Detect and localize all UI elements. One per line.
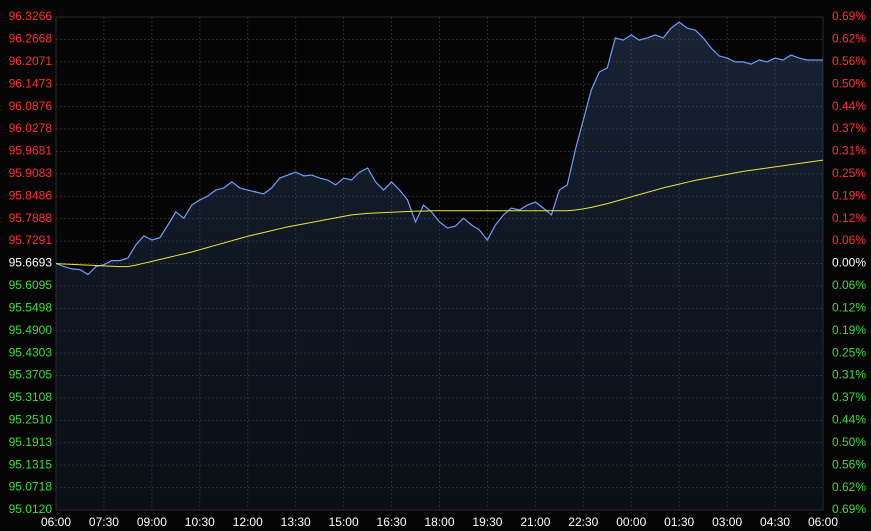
y2-tick-label: 0.25%	[832, 166, 866, 180]
y-tick-label: 96.1473	[9, 76, 53, 90]
y2-tick-label: 0.44%	[832, 413, 866, 427]
y-tick-label: 95.0120	[9, 502, 53, 516]
y-tick-label: 95.1913	[9, 435, 53, 449]
y2-tick-label: 0.69%	[832, 502, 866, 516]
y2-tick-label: 0.19%	[832, 323, 866, 337]
x-tick-label: 09:00	[137, 515, 167, 529]
x-tick-label: 01:30	[664, 515, 694, 529]
y2-tick-label: 0.50%	[832, 435, 866, 449]
price-area	[56, 22, 823, 510]
y-tick-label: 95.1315	[9, 457, 53, 471]
x-tick-label: 06:00	[808, 515, 838, 529]
y-tick-label: 95.4303	[9, 345, 53, 359]
y2-tick-label: 0.37%	[832, 390, 866, 404]
y-tick-label: 95.4900	[9, 323, 53, 337]
x-tick-label: 12:00	[233, 515, 263, 529]
x-tick-label: 15:00	[329, 515, 359, 529]
y2-tick-label: 0.19%	[832, 188, 866, 202]
y2-tick-label: 0.25%	[832, 345, 866, 359]
y2-tick-label: 0.56%	[832, 457, 866, 471]
y2-tick-label: 0.06%	[832, 233, 866, 247]
y-tick-label: 95.6693	[9, 256, 53, 270]
y-tick-label: 96.0876	[9, 99, 53, 113]
y-tick-label: 95.2510	[9, 413, 53, 427]
y-tick-label: 95.3108	[9, 390, 53, 404]
x-tick-label: 22:30	[568, 515, 598, 529]
y-tick-label: 95.9083	[9, 166, 53, 180]
y-tick-label: 95.7291	[9, 233, 53, 247]
y2-tick-label: 0.62%	[832, 32, 866, 46]
y-tick-label: 95.3705	[9, 368, 53, 382]
x-tick-label: 21:00	[520, 515, 550, 529]
y2-tick-label: 0.56%	[832, 54, 866, 68]
y-tick-label: 96.3266	[9, 9, 53, 23]
x-tick-label: 18:00	[424, 515, 454, 529]
y2-tick-label: 0.37%	[832, 121, 866, 135]
y-tick-label: 95.0718	[9, 480, 53, 494]
x-tick-label: 00:00	[616, 515, 646, 529]
y-tick-label: 95.9681	[9, 144, 53, 158]
x-tick-label: 03:00	[712, 515, 742, 529]
average-line	[55, 159, 824, 268]
y2-tick-label: 0.12%	[832, 211, 866, 225]
x-tick-label: 13:30	[281, 515, 311, 529]
y2-tick-label: 0.06%	[832, 278, 866, 292]
y2-tick-label: 0.00%	[832, 256, 866, 270]
y2-tick-label: 0.31%	[832, 144, 866, 158]
y2-tick-label: 0.50%	[832, 76, 866, 90]
y-tick-label: 95.8486	[9, 188, 53, 202]
y2-tick-label: 0.31%	[832, 368, 866, 382]
y-tick-label: 96.2668	[9, 32, 53, 46]
x-tick-label: 07:30	[89, 515, 119, 529]
y2-tick-label: 0.62%	[832, 480, 866, 494]
y-tick-label: 95.7888	[9, 211, 53, 225]
x-tick-label: 06:00	[41, 515, 71, 529]
x-tick-label: 10:30	[185, 515, 215, 529]
x-tick-label: 19:30	[472, 515, 502, 529]
x-tick-label: 16:30	[377, 515, 407, 529]
y2-tick-label: 0.12%	[832, 300, 866, 314]
y-tick-label: 96.0278	[9, 121, 53, 135]
y-tick-label: 96.2071	[9, 54, 53, 68]
y-tick-label: 95.6095	[9, 278, 53, 292]
y2-tick-label: 0.69%	[832, 9, 866, 23]
y2-tick-label: 0.44%	[832, 99, 866, 113]
x-tick-label: 04:30	[760, 515, 790, 529]
price-line	[55, 21, 823, 276]
y-tick-label: 95.5498	[9, 300, 53, 314]
